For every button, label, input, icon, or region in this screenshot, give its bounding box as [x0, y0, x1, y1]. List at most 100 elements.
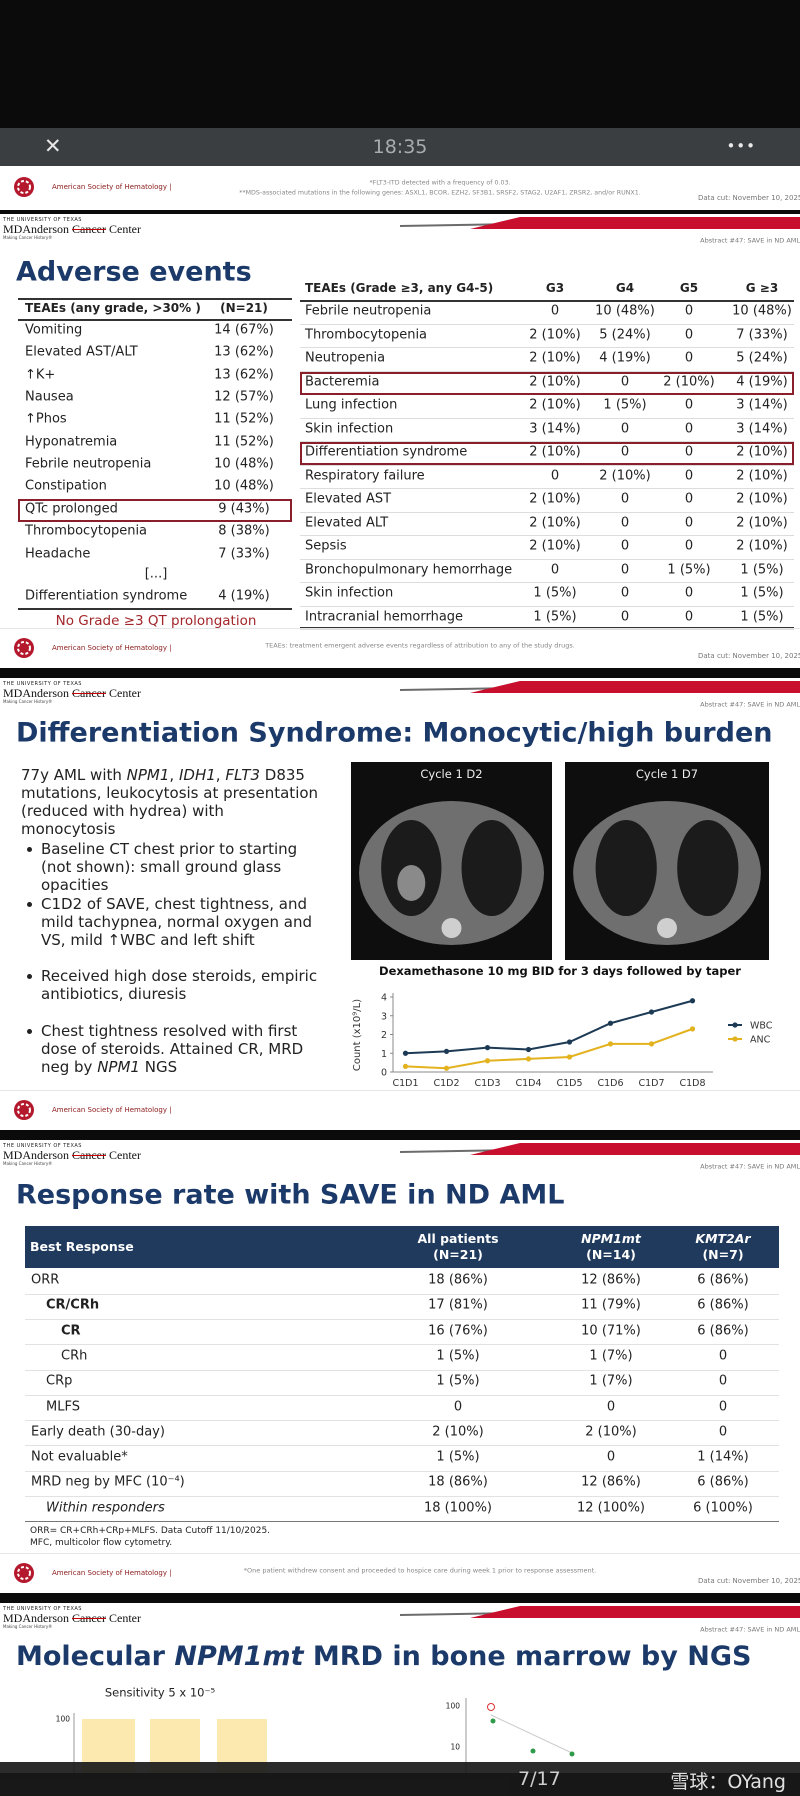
ash-logo-circle [14, 177, 34, 197]
table-cell: 0 [620, 609, 630, 625]
table-cell: Neutropenia [305, 350, 386, 366]
table-cell: 10 (48%) [732, 303, 792, 319]
slide-molecular-mrd: THE UNIVERSITY OF TEXAS MDAnderson Cancer C… [0, 1603, 800, 1773]
column-header: Best Response [30, 1238, 134, 1254]
logo-cancer: Cancer [72, 222, 106, 237]
table-cell: 6 (86%) [697, 1272, 749, 1288]
y-tick-label: 3 [381, 1011, 387, 1022]
ash-logo [14, 177, 34, 197]
figure-area [73, 1698, 575, 1773]
data-cut: Data cut: November 10, 2025 [698, 651, 800, 660]
ash-logo-circle [14, 1100, 34, 1120]
logo-center: Center [108, 686, 141, 701]
row-rule [25, 1496, 779, 1497]
table-cell: 13 (62%) [214, 344, 274, 360]
table-cell: 1 (14%) [697, 1449, 749, 1465]
table-rule [25, 1521, 779, 1522]
text-run: 77y AML with [21, 766, 127, 784]
table-cell: Intracranial hemorrhage [305, 609, 464, 625]
close-button[interactable]: ✕ [44, 134, 62, 158]
panel-subtitle: Sensitivity 5 x 10⁻⁵ [104, 1685, 216, 1700]
ash-logo [14, 1100, 34, 1120]
row-rule [300, 511, 794, 513]
table-cell: 0 [606, 1449, 616, 1465]
row-rule [25, 1318, 779, 1320]
table-ellipsis: [...] [144, 566, 168, 582]
table-cell: 2 (10%) [529, 374, 581, 390]
logo-md-anderson: MDAnderson [3, 686, 69, 701]
logo-university: THE UNIVERSITY OF TEXAS [3, 1606, 82, 1612]
table-cell: Hyponatremia [25, 434, 118, 450]
table-cell: 8 (38%) [218, 523, 270, 539]
app-bar: ✕ 18:35 ••• [0, 128, 800, 166]
column-header: G ≥3 [745, 281, 779, 296]
swoosh-red [470, 1606, 800, 1618]
bullet-dot [27, 902, 32, 907]
row-rule [300, 488, 794, 489]
header-swoosh [400, 681, 800, 693]
line-marker [566, 1054, 573, 1060]
table-cell: 18 (86%) [428, 1474, 488, 1490]
highlight-box [300, 371, 794, 395]
footer-rule [0, 1553, 800, 1554]
text-run: IDH1 [178, 766, 216, 784]
table-cell: 1 (5%) [436, 1348, 480, 1364]
header-swoosh [400, 1143, 800, 1155]
column-header: G4 [615, 281, 635, 296]
swoosh-red [470, 681, 800, 693]
text-run: Baseline CT chest prior to starting (not… [41, 840, 298, 894]
table-cell: 2 (10%) [529, 538, 581, 554]
table-cell: Skin infection [305, 421, 394, 437]
footer-note: **MDS-associated mutations in the follow… [239, 189, 641, 197]
slide-title: Adverse events [16, 256, 252, 288]
row-rule [300, 558, 794, 560]
md-anderson-logo: THE UNIVERSITY OF TEXAS MDAnderson Cancer C… [3, 217, 141, 240]
table-cell: 1 (5%) [740, 609, 784, 625]
table-cell: 6 (86%) [697, 1474, 749, 1490]
row-rule [300, 347, 794, 348]
table-cell: Nausea [25, 389, 74, 405]
menu-button[interactable]: ••• [726, 137, 756, 155]
table-cell: MRD neg by MFC (10⁻⁴) [31, 1474, 185, 1490]
image-label: Cycle 1 D2 [420, 767, 482, 781]
y-tick-label: 4 [381, 993, 387, 1004]
abstract-label: Abstract #47: SAVE in ND AML [700, 236, 800, 245]
table-cell: Thrombocytopenia [305, 327, 428, 343]
table-cell: 0 [684, 444, 694, 460]
table-rule [18, 319, 292, 321]
table-cell: 12 (86%) [581, 1474, 641, 1490]
figure-area: Cycle 1 D2 Cycle 1 D7 Dexamethasone 10 mg … [351, 762, 773, 1089]
bullet-dot [27, 1029, 32, 1034]
bullet-text: Chest tightness resolved with first dose… [41, 1022, 326, 1076]
table-cell: 3 (14%) [736, 397, 788, 413]
axis-tick-label: 10 [450, 1742, 460, 1752]
table-cell: Constipation [25, 478, 107, 494]
table-cell: 13 (62%) [214, 367, 274, 383]
table-cell: 2 (10%) [736, 468, 788, 484]
text-run: NPM1 [126, 766, 170, 784]
table-cell: CRp [46, 1373, 73, 1389]
line-marker [525, 1056, 532, 1062]
column-header: (N=7) [702, 1246, 744, 1262]
row-rule [300, 464, 794, 466]
row-rule [25, 1344, 779, 1346]
logo-tagline: Making Cancer History® [3, 1623, 53, 1629]
table-cell: 4 (19%) [736, 374, 788, 390]
ash-logo [14, 1563, 34, 1583]
row-rule [300, 605, 794, 607]
table-cell: Respiratory failure [305, 468, 425, 484]
abstract-label: Abstract #47: SAVE in ND AML [700, 1625, 800, 1634]
logo-name: MDAnderson Cancer Center [3, 1612, 141, 1625]
table-cell: Thrombocytopenia [25, 523, 148, 539]
table-cell: 3 (14%) [736, 421, 788, 437]
footer-rule [0, 1090, 800, 1091]
highlight-box [18, 498, 292, 522]
line-marker [689, 1026, 696, 1032]
table-cell: Bronchopulmonary hemorrhage [305, 562, 513, 578]
table-cell: 0 [684, 350, 694, 366]
table-cell: 7 (33%) [218, 546, 270, 562]
row-rule [25, 1470, 779, 1472]
table-cell: CR/CRh [46, 1297, 100, 1313]
row-rule [25, 1420, 779, 1422]
page-indicator: 7/17 [518, 1768, 561, 1790]
